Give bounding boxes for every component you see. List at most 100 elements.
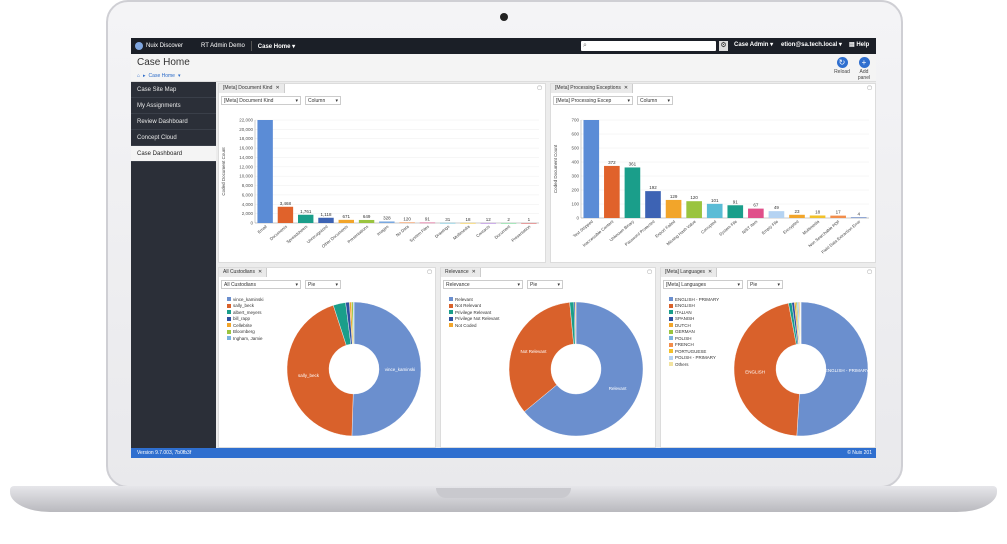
close-icon[interactable]: ✕	[708, 269, 713, 275]
legend-item[interactable]: bill_rapp	[227, 316, 264, 323]
relevance-chart: Relevant Not Relevant	[508, 301, 644, 437]
chart-type-select-processing-exceptions[interactable]: Column ▾	[637, 96, 673, 105]
data-label: 91	[733, 199, 739, 204]
reload-button[interactable]: ↻ Reload	[831, 57, 853, 75]
close-icon[interactable]: ✕	[623, 85, 629, 91]
x-tick-label: Presentation	[510, 224, 532, 243]
reload-icon: ↻	[836, 57, 848, 68]
help-label: Help	[856, 42, 870, 48]
field-select-custodians[interactable]: All Custodians ▾	[221, 280, 301, 289]
legend-label: ITALIAN	[675, 309, 692, 315]
field-select-relevance[interactable]: Relevance ▾	[443, 280, 523, 289]
field-select-label: Relevance	[446, 282, 470, 288]
data-label: 2	[507, 217, 510, 222]
slice-label: sally_beck	[298, 373, 320, 378]
bar	[768, 211, 785, 218]
user-email-menu[interactable]: etion@sa.tech.local ▾	[781, 42, 842, 48]
languages-legend: ENGLISH - PRIMARY ENGLISH ITALIAN SPANISH DU…	[669, 296, 719, 368]
sidebar-item-concept-cloud[interactable]: Concept Cloud	[131, 130, 216, 146]
legend-item[interactable]: Others	[669, 361, 719, 368]
maximize-icon[interactable]: ▢	[427, 269, 432, 275]
field-select-document-kind[interactable]: [Meta] Document Kind ▾	[221, 96, 301, 105]
custodians-chart: vince_kaminski sally_beck	[286, 301, 422, 437]
maximize-icon[interactable]: ▢	[537, 85, 542, 91]
tab-custodians[interactable]: All Custodians ✕	[219, 268, 268, 277]
bar	[358, 219, 375, 223]
user-role-menu[interactable]: Case Admin ▾	[734, 42, 774, 48]
maximize-icon[interactable]: ▢	[867, 85, 872, 91]
home-icon[interactable]: ⌂	[137, 73, 141, 79]
field-select-label: All Custodians	[224, 282, 256, 288]
legend-item[interactable]: GERMAN	[669, 329, 719, 336]
data-label: 18	[465, 217, 471, 222]
legend-label: ENGLISH - PRIMARY	[675, 296, 720, 302]
legend-item[interactable]: vince_kaminski	[227, 296, 264, 303]
close-icon[interactable]: ✕	[275, 85, 280, 91]
legend-item[interactable]: FRENCH	[669, 342, 719, 349]
legend-item[interactable]: Relevant	[449, 296, 500, 303]
close-icon[interactable]: ✕	[257, 269, 263, 275]
field-select-languages[interactable]: [Meta] Languages ▾	[663, 280, 743, 289]
chart-type-select-document-kind[interactable]: Column ▾	[305, 96, 341, 105]
legend-item[interactable]: ENGLISH	[669, 303, 719, 310]
chart-type-select-languages[interactable]: Pie ▾	[747, 280, 783, 289]
product-logo[interactable]: Nuix Discover	[131, 42, 201, 50]
legend-item[interactable]: Cellebrite	[227, 322, 264, 329]
legend-swatch	[669, 349, 673, 354]
tab-document-kind[interactable]: [Meta] Document Kind ✕	[219, 84, 285, 93]
chevron-down-icon: ▾	[295, 98, 298, 104]
chart-type-label: Pie	[750, 282, 758, 288]
sidebar-item-review-dashboard[interactable]: Review Dashboard	[131, 114, 216, 130]
close-icon[interactable]: ✕	[471, 269, 476, 275]
chart-type-select-custodians[interactable]: Pie ▾	[305, 280, 341, 289]
y-tick-label: 22,000	[239, 118, 253, 123]
field-select-processing-exceptions[interactable]: [Meta] Processing Excep ▾	[553, 96, 633, 105]
legend-item[interactable]: POLISH	[669, 335, 719, 342]
legend-item[interactable]: Privilege Not Relevant	[449, 316, 500, 323]
legend-item[interactable]: PORTUGUESE	[669, 348, 719, 355]
y-tick-label: 8,000	[242, 183, 254, 188]
add-panel-button[interactable]: + Add panel	[853, 57, 875, 81]
app-screen: Nuix Discover RT Admin Demo Case Home ▾ …	[131, 38, 876, 458]
slice-label: ENGLISH	[745, 369, 765, 374]
tab-processing-exceptions[interactable]: [Meta] Processing Exceptions ✕	[551, 84, 634, 93]
legend-item[interactable]: Bloomberg	[227, 329, 264, 336]
legend-item[interactable]: ITALIAN	[669, 309, 719, 316]
data-label: 192	[649, 185, 657, 190]
x-tick-label: Empty File	[761, 219, 780, 236]
legend-swatch	[227, 310, 231, 315]
relevance-legend: Relevant Not Relevant Privilege Relevant Pr…	[449, 296, 500, 329]
legend-item[interactable]: Ingham, Jamie	[227, 335, 264, 342]
maximize-icon[interactable]: ▢	[867, 269, 872, 275]
case-home-menu[interactable]: Case Home ▾	[258, 43, 295, 50]
help-icon: ▤	[849, 42, 855, 48]
x-tick-label: Corrupted	[700, 219, 718, 235]
legend-item[interactable]: albert_meyers	[227, 309, 264, 316]
breadcrumb-case-home[interactable]: Case Home	[148, 73, 175, 79]
data-label: 12	[486, 217, 492, 222]
tab-relevance[interactable]: Relevance ✕	[441, 268, 481, 277]
tab-languages[interactable]: [Meta] Languages ✕	[661, 268, 718, 277]
legend-item[interactable]: ENGLISH - PRIMARY	[669, 296, 719, 303]
legend-item[interactable]: SPANISH	[669, 316, 719, 323]
legend-item[interactable]: sally_beck	[227, 303, 264, 310]
search-settings-button[interactable]: ⚙	[719, 41, 728, 51]
legend-item[interactable]: Privilege Relevant	[449, 309, 500, 316]
help-menu[interactable]: ▤ Help	[849, 41, 869, 48]
search-input[interactable]: ⌕	[581, 41, 716, 51]
maximize-icon[interactable]: ▢	[647, 269, 652, 275]
sidebar-item-my-assignments[interactable]: My Assignments	[131, 98, 216, 114]
legend-item[interactable]: POLISH - PRIMARY	[669, 355, 719, 362]
legend-item[interactable]: DUTCH	[669, 322, 719, 329]
field-select-label: [Meta] Languages	[666, 282, 707, 288]
x-tick-label: Multimedia	[452, 224, 471, 241]
sidebar-item-case-dashboard[interactable]: Case Dashboard	[131, 146, 216, 162]
legend-item[interactable]: Not Relevant	[449, 303, 500, 310]
legend-label: Relevant	[455, 296, 473, 302]
data-label: 1	[528, 217, 531, 222]
legend-swatch	[669, 316, 673, 321]
chart-type-select-relevance[interactable]: Pie ▾	[527, 280, 563, 289]
legend-item[interactable]: Not Coded	[449, 322, 500, 329]
sidebar-item-case-site-map[interactable]: Case Site Map	[131, 82, 216, 98]
x-tick-label: Presentations	[346, 224, 369, 244]
